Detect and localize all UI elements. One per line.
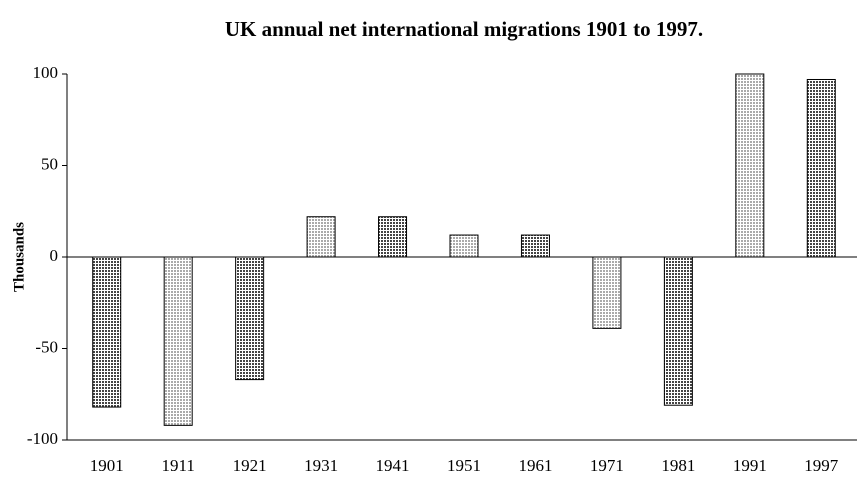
chart-title: UK annual net international migrations 1… xyxy=(225,17,703,41)
x-tick-label: 1951 xyxy=(447,456,481,475)
bar xyxy=(520,234,550,258)
x-tick-label: 1941 xyxy=(376,456,410,475)
x-tick-label: 1901 xyxy=(90,456,124,475)
bar xyxy=(592,256,622,329)
bar xyxy=(378,216,408,258)
y-axis-label: Thousands xyxy=(11,222,27,292)
bar xyxy=(806,78,836,258)
bar xyxy=(663,256,693,406)
x-tick-label: 1961 xyxy=(518,456,552,475)
x-tick-label: 1997 xyxy=(804,456,839,475)
x-tick-label: 1981 xyxy=(661,456,695,475)
y-tick-label: 0 xyxy=(50,246,59,265)
y-tick-label: 100 xyxy=(33,63,59,82)
x-tick-label: 1911 xyxy=(161,456,194,475)
y-tick-label: -50 xyxy=(35,337,58,356)
bar xyxy=(92,256,122,408)
x-tick-label: 1921 xyxy=(233,456,267,475)
x-tick-label: 1991 xyxy=(733,456,767,475)
bar xyxy=(306,216,336,258)
bar xyxy=(735,73,765,258)
y-tick-label: -100 xyxy=(27,429,58,448)
x-tick-label: 1931 xyxy=(304,456,338,475)
x-tick-label: 1971 xyxy=(590,456,624,475)
bar xyxy=(449,234,479,258)
bar xyxy=(235,256,265,381)
y-tick-label: 50 xyxy=(41,154,58,173)
bar xyxy=(163,256,193,426)
